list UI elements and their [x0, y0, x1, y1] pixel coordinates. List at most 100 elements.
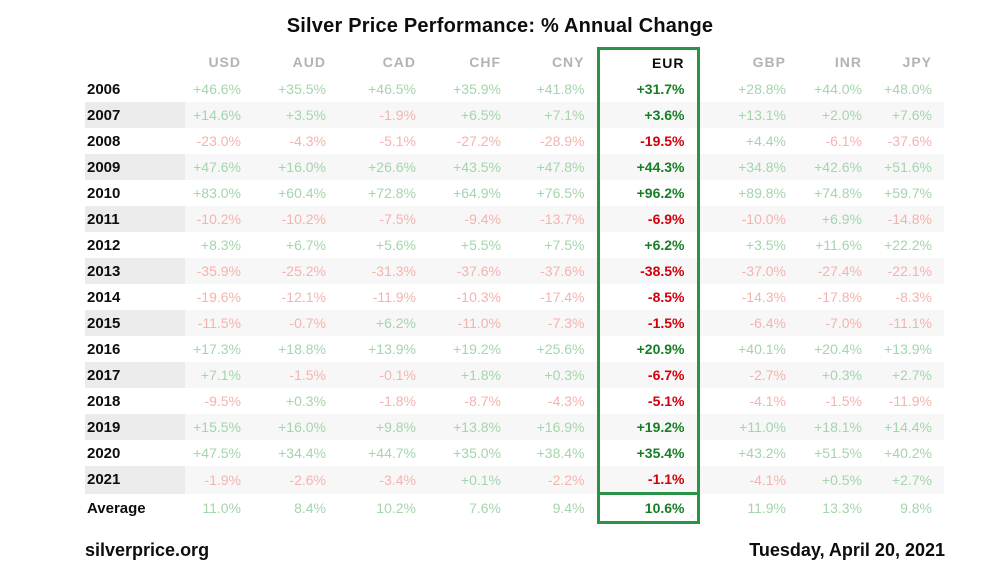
cell-2016-eur: +20.9%	[596, 336, 700, 362]
cell-2015-eur: -1.5%	[596, 310, 700, 336]
row-label: 2020	[87, 444, 121, 462]
cell-average-cad: 10.2%	[376, 500, 416, 516]
cell-2013-usd: -35.9%	[185, 258, 253, 284]
cell-2018-jpy: -11.9%	[888, 393, 932, 409]
cell-2010-eur: +96.2%	[596, 180, 700, 206]
cell-2021-usd: -1.9%	[185, 466, 253, 494]
row-label: 2017	[85, 362, 185, 388]
cell-2014-chf: -10.3%	[456, 289, 501, 305]
cell-2020-cad: +44.7%	[368, 445, 416, 461]
cell-2008-aud: -4.3%	[289, 133, 326, 149]
cell-2015-cad: +6.2%	[338, 310, 428, 336]
cell-2008-chf: -27.2%	[456, 133, 501, 149]
cell-2020-chf: +35.0%	[453, 445, 501, 461]
cell-2010-chf: +64.9%	[453, 185, 501, 201]
row-label: 2015	[85, 310, 185, 336]
cell-2011-chf: -9.4%	[428, 206, 513, 232]
column-header-eur: EUR	[596, 47, 700, 76]
row-label: 2007	[85, 102, 185, 128]
cell-2015-chf: -11.0%	[428, 310, 513, 336]
cell-2017-usd: +7.1%	[185, 362, 253, 388]
cell-average-inr: 13.3%	[822, 500, 862, 516]
cell-2016-chf: +19.2%	[453, 341, 501, 357]
cell-2013-chf: -37.6%	[428, 258, 513, 284]
cell-2009-chf: +43.5%	[428, 154, 513, 180]
source-brand: silverprice.org	[85, 540, 210, 560]
cell-2017-cad: -0.1%	[338, 362, 428, 388]
cell-2014-aud: -12.1%	[281, 289, 326, 305]
column-header-cny: CNY	[551, 54, 585, 71]
cell-2007-chf: +6.5%	[428, 102, 513, 128]
cell-2012-jpy: +22.2%	[884, 237, 932, 253]
row-label: 2013	[85, 258, 185, 284]
cell-2014-inr: -17.8%	[817, 289, 862, 305]
cell-2021-inr: +0.5%	[798, 466, 874, 494]
annual-change-table: USD AUD CAD CHF CNY EUR GBP INR JPY 2006 +46.6% +3…	[85, 47, 944, 524]
row-label: 2012	[87, 236, 121, 254]
table-row-2008: 2008 -23.0% -4.3% -5.1% -27.2% -28.9% -19.5% +4…	[85, 128, 944, 154]
cell-2011-aud: -10.2%	[253, 206, 338, 232]
cell-2015-inr: -7.0%	[798, 310, 874, 336]
cell-2013-gbp: -37.0%	[698, 258, 798, 284]
cell-2010-gbp: +89.8%	[738, 185, 786, 201]
column-header-jpy: JPY	[902, 54, 932, 71]
cell-2013-jpy: -22.1%	[874, 258, 944, 284]
cell-2007-eur: +3.6%	[596, 102, 700, 128]
cell-2011-cad: -7.5%	[338, 206, 428, 232]
cell-2006-gbp: +28.8%	[738, 81, 786, 97]
cell-2009-jpy: +51.6%	[874, 154, 944, 180]
cell-2017-gbp: -2.7%	[698, 362, 798, 388]
cell-2015-gbp: -6.4%	[698, 310, 798, 336]
footer: silverprice.org Tuesday, April 20, 2021	[85, 540, 945, 561]
cell-2020-usd: +47.5%	[193, 445, 241, 461]
cell-2008-cad: -5.1%	[379, 133, 416, 149]
cell-2006-cad: +46.5%	[368, 81, 416, 97]
cell-2018-aud: +0.3%	[285, 393, 326, 409]
column-header-usd: USD	[208, 54, 241, 71]
cell-2009-usd: +47.6%	[185, 154, 253, 180]
cell-average-jpy: 9.8%	[900, 500, 932, 516]
cell-2007-cad: -1.9%	[338, 102, 428, 128]
cell-2015-cny: -7.3%	[513, 310, 598, 336]
cell-2019-inr: +18.1%	[798, 414, 874, 440]
table-row-2009: 2009 +47.6% +16.0% +26.6% +43.5% +47.8% +44.3%…	[85, 154, 944, 180]
cell-2006-chf: +35.9%	[453, 81, 501, 97]
cell-2009-gbp: +34.8%	[698, 154, 798, 180]
cell-2012-eur: +6.2%	[596, 232, 700, 258]
column-header-aud: AUD	[292, 54, 326, 71]
cell-2017-aud: -1.5%	[253, 362, 338, 388]
cell-2012-inr: +11.6%	[815, 237, 862, 253]
table-row-2018: 2018 -9.5% +0.3% -1.8% -8.7% -4.3% -5.1% -4.1% -…	[85, 388, 944, 414]
cell-2016-usd: +17.3%	[193, 341, 241, 357]
cell-2021-cny: -2.2%	[513, 466, 598, 494]
cell-2018-usd: -9.5%	[204, 393, 241, 409]
cell-2014-cny: -17.4%	[540, 289, 585, 305]
cell-2019-gbp: +11.0%	[698, 414, 798, 440]
cell-2010-cad: +72.8%	[368, 185, 416, 201]
cell-2006-usd: +46.6%	[193, 81, 241, 97]
table-row-2010: 2010 +83.0% +60.4% +72.8% +64.9% +76.5% +96.2%…	[85, 180, 944, 206]
cell-2012-cad: +5.6%	[375, 237, 416, 253]
cell-2007-cny: +7.1%	[513, 102, 598, 128]
cell-2013-cad: -31.3%	[338, 258, 428, 284]
column-header-cad: CAD	[382, 54, 416, 71]
cell-2021-gbp: -4.1%	[698, 466, 798, 494]
table-row-2014: 2014 -19.6% -12.1% -11.9% -10.3% -17.4% -8.5% -…	[85, 284, 944, 310]
cell-2021-jpy: +2.7%	[874, 466, 944, 494]
cell-2012-aud: +6.7%	[285, 237, 326, 253]
cell-2009-aud: +16.0%	[253, 154, 338, 180]
cell-average-aud: 8.4%	[294, 500, 326, 516]
cell-2009-cny: +47.8%	[513, 154, 598, 180]
cell-2018-gbp: -4.1%	[749, 393, 786, 409]
cell-2021-aud: -2.6%	[253, 466, 338, 494]
cell-2010-inr: +74.8%	[814, 185, 862, 201]
table-row-2016: 2016 +17.3% +18.8% +13.9% +19.2% +25.6% +20.9%…	[85, 336, 944, 362]
column-header-gbp: GBP	[752, 54, 786, 71]
cell-2014-gbp: -14.3%	[741, 289, 786, 305]
cell-2011-eur: -6.9%	[596, 206, 700, 232]
row-label: Average	[87, 499, 146, 517]
cell-2006-cny: +41.8%	[536, 81, 585, 97]
page-title: Silver Price Performance: % Annual Chang…	[286, 15, 714, 37]
cell-2010-usd: +83.0%	[193, 185, 241, 201]
cell-2012-chf: +5.5%	[460, 237, 501, 253]
